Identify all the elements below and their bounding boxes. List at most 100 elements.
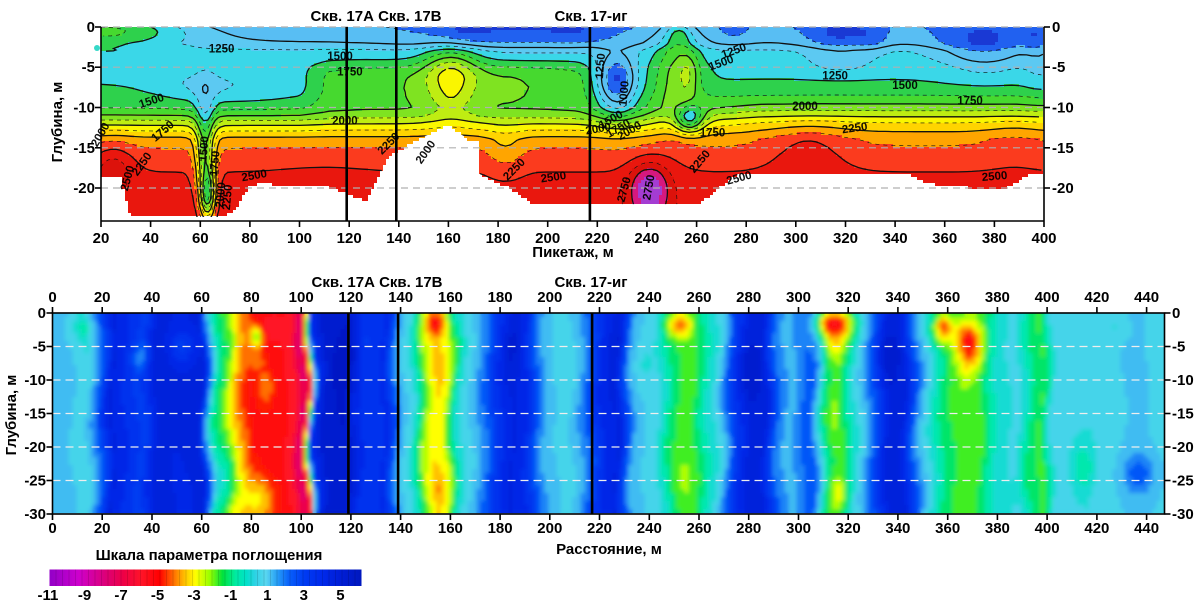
svg-text:440: 440 [1134,289,1159,306]
svg-text:300: 300 [786,520,811,537]
svg-text:-25: -25 [24,473,46,490]
svg-text:20: 20 [94,289,111,306]
svg-text:Шкала параметра поглощения: Шкала параметра поглощения [96,547,323,564]
svg-text:280: 280 [734,230,759,247]
svg-text:120: 120 [338,520,363,537]
svg-text:380: 380 [985,520,1010,537]
svg-text:0: 0 [1052,19,1060,36]
svg-text:-9: -9 [78,587,91,604]
svg-text:380: 380 [982,230,1007,247]
svg-text:1500: 1500 [197,136,211,163]
svg-text:80: 80 [243,289,260,306]
svg-text:-15: -15 [1052,140,1074,157]
svg-text:-20: -20 [1052,180,1074,197]
svg-text:220: 220 [585,230,610,247]
svg-text:2750: 2750 [641,174,657,201]
svg-text:2500: 2500 [241,168,268,184]
svg-text:240: 240 [637,289,662,306]
svg-text:240: 240 [634,230,659,247]
svg-text:1500: 1500 [327,51,353,63]
svg-text:0: 0 [38,305,46,322]
svg-text:280: 280 [736,289,761,306]
svg-text:1500: 1500 [892,80,918,92]
svg-text:140: 140 [388,289,413,306]
svg-text:2000: 2000 [792,101,818,113]
svg-text:300: 300 [786,289,811,306]
svg-text:-25: -25 [1172,473,1194,490]
svg-text:-10: -10 [24,372,46,389]
svg-text:300: 300 [783,230,808,247]
svg-text:240: 240 [637,520,662,537]
svg-text:80: 80 [242,230,259,247]
svg-text:320: 320 [833,230,858,247]
svg-text:120: 120 [337,230,362,247]
svg-text:-1: -1 [224,587,237,604]
svg-text:1: 1 [263,587,271,604]
svg-text:40: 40 [144,520,161,537]
svg-text:Скв. 17А Скв. 17В: Скв. 17А Скв. 17В [312,274,443,291]
svg-text:360: 360 [935,520,960,537]
svg-text:-30: -30 [24,506,46,523]
svg-text:-3: -3 [187,587,200,604]
svg-text:1250: 1250 [209,44,235,56]
svg-text:-20: -20 [1172,439,1194,456]
svg-text:2500: 2500 [540,170,567,185]
svg-text:-15: -15 [73,140,95,157]
svg-text:380: 380 [985,289,1010,306]
svg-text:80: 80 [243,520,260,537]
svg-text:20: 20 [94,520,111,537]
svg-text:400: 400 [1035,520,1060,537]
svg-text:340: 340 [885,520,910,537]
svg-text:1000: 1000 [618,80,632,107]
svg-text:-5: -5 [1172,339,1185,356]
svg-text:180: 180 [488,520,513,537]
svg-text:-10: -10 [1172,372,1194,389]
svg-text:360: 360 [932,230,957,247]
svg-text:200: 200 [537,520,562,537]
svg-text:60: 60 [193,520,210,537]
svg-text:400: 400 [1031,230,1056,247]
svg-text:260: 260 [686,520,711,537]
svg-text:100: 100 [289,289,314,306]
svg-text:2000: 2000 [332,115,358,127]
svg-text:2250: 2250 [841,121,868,136]
svg-text:420: 420 [1084,520,1109,537]
svg-text:180: 180 [488,289,513,306]
svg-text:Скв. 17А Скв. 17В: Скв. 17А Скв. 17В [311,8,442,25]
svg-text:-10: -10 [1052,100,1074,117]
svg-text:320: 320 [836,289,861,306]
svg-text:340: 340 [883,230,908,247]
svg-text:100: 100 [289,520,314,537]
svg-text:180: 180 [486,230,511,247]
svg-text:340: 340 [885,289,910,306]
svg-text:-30: -30 [1172,506,1194,523]
svg-text:2500: 2500 [981,170,1008,184]
svg-text:260: 260 [686,289,711,306]
svg-text:160: 160 [438,520,463,537]
svg-text:-10: -10 [73,100,95,117]
svg-text:0: 0 [87,19,95,36]
svg-text:200: 200 [537,289,562,306]
svg-text:Глубина, м: Глубина, м [49,82,66,163]
svg-text:-15: -15 [1172,406,1194,423]
svg-text:1750: 1750 [337,66,363,78]
svg-text:220: 220 [587,289,612,306]
svg-text:-20: -20 [24,439,46,456]
svg-text:200: 200 [535,230,560,247]
svg-text:-15: -15 [24,406,46,423]
svg-text:40: 40 [144,289,161,306]
svg-text:220: 220 [587,520,612,537]
svg-text:-20: -20 [73,180,95,197]
svg-text:0: 0 [48,289,56,306]
svg-text:260: 260 [684,230,709,247]
svg-text:1250: 1250 [822,70,848,82]
svg-text:100: 100 [287,230,312,247]
svg-text:-5: -5 [82,59,95,76]
svg-text:Глубина, м: Глубина, м [3,375,20,456]
svg-text:160: 160 [438,289,463,306]
svg-text:-5: -5 [151,587,164,604]
svg-text:280: 280 [736,520,761,537]
svg-text:2250: 2250 [221,184,235,211]
svg-text:40: 40 [142,230,159,247]
svg-text:140: 140 [386,230,411,247]
